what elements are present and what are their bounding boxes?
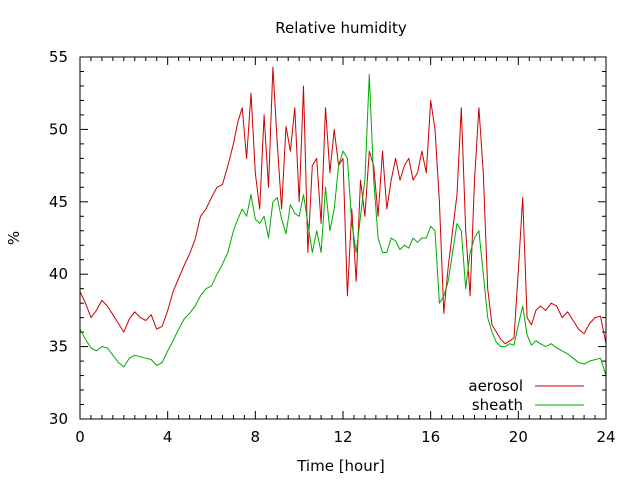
- x-tick-label: 8: [251, 428, 261, 446]
- legend-label-aerosol: aerosol: [468, 377, 523, 395]
- legend-label-sheath: sheath: [472, 396, 523, 414]
- series-lines: [79, 66, 607, 376]
- x-tick-label: 0: [75, 428, 85, 446]
- y-tick-label: 30: [49, 410, 68, 428]
- y-axis-label: %: [5, 231, 23, 245]
- x-tick-label: 16: [421, 428, 440, 446]
- x-tick-label: 12: [333, 428, 352, 446]
- x-tick-label: 24: [596, 428, 615, 446]
- y-tick-label: 45: [49, 193, 68, 211]
- x-axis-label: Time [hour]: [296, 457, 385, 475]
- axis-ticks: 30 35 40 45 50 55 0 4 8 12 16 20 24: [49, 48, 616, 446]
- y-tick-label: 55: [49, 48, 68, 66]
- y-tick-label: 50: [49, 120, 68, 138]
- x-tick-label: 4: [163, 428, 173, 446]
- y-tick-label: 35: [49, 338, 68, 356]
- plot-frame: [79, 56, 607, 420]
- chart-title: Relative humidity: [275, 19, 407, 37]
- series-line-sheath: [79, 73, 607, 376]
- series-line-aerosol: [79, 66, 607, 345]
- y-tick-label: 40: [49, 265, 68, 283]
- x-tick-label: 20: [509, 428, 528, 446]
